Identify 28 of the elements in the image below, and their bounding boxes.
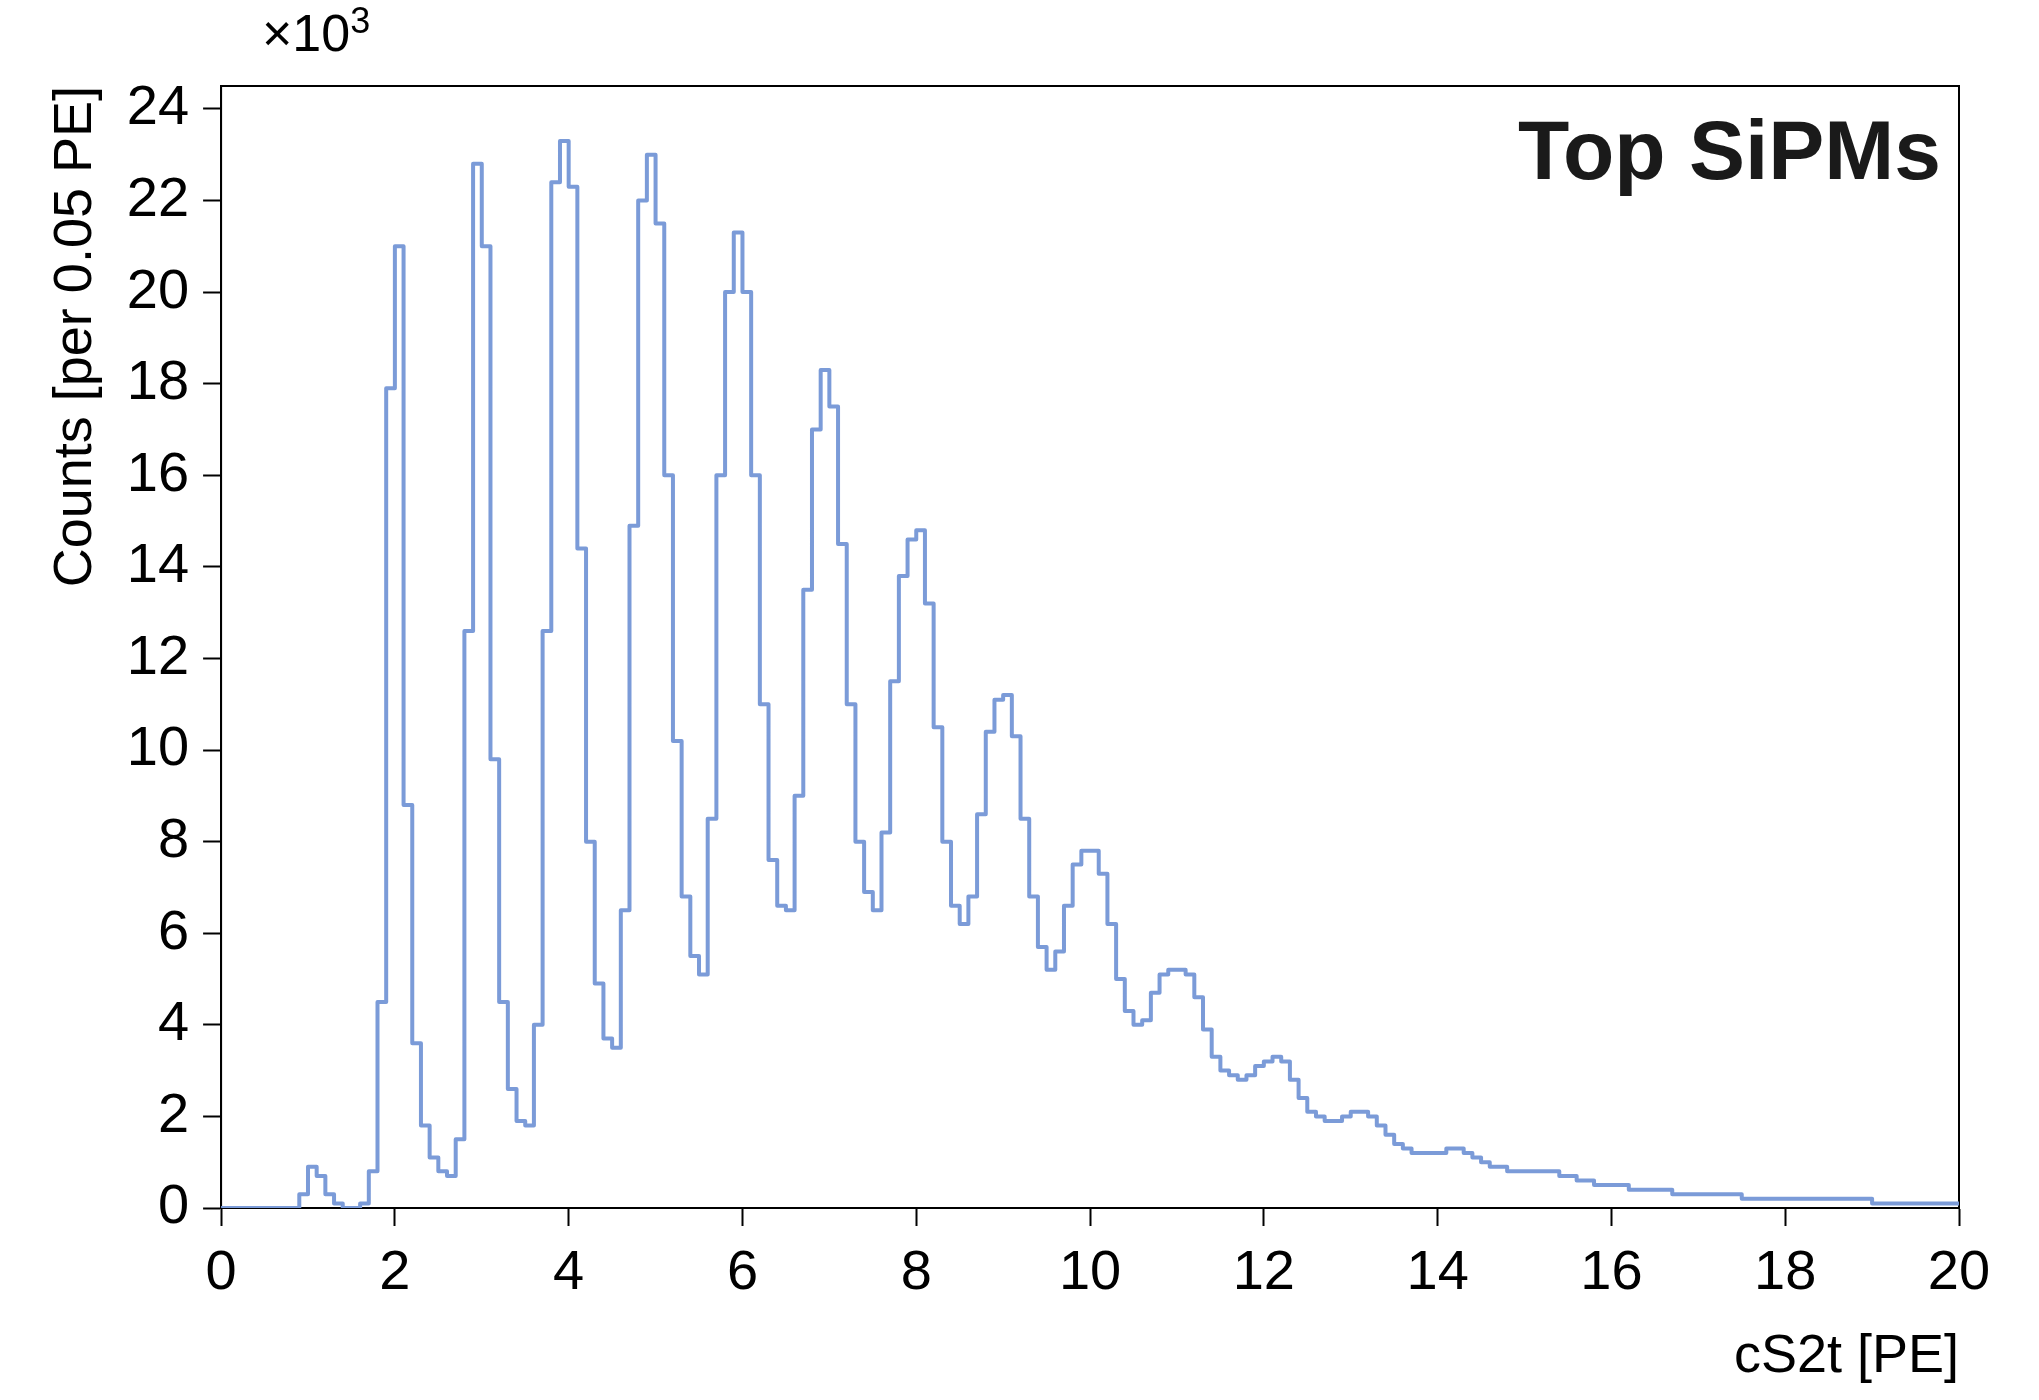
y-axis-title: Counts [per 0.05 PE] bbox=[42, 86, 103, 588]
x-axis-title: cS2t [PE] bbox=[1733, 1323, 1959, 1384]
x-tick-label: 20 bbox=[1927, 1238, 1991, 1302]
x-tick-label: 4 bbox=[553, 1238, 585, 1302]
y-tick-label: 6 bbox=[157, 897, 190, 961]
y-tick-label: 20 bbox=[126, 256, 190, 320]
x-tick-label: 6 bbox=[726, 1238, 759, 1302]
x-tick-label: 10 bbox=[1058, 1238, 1122, 1302]
x-tick-label: 14 bbox=[1406, 1238, 1469, 1302]
text: ×10$^{3}$ bbox=[262, 0, 371, 64]
y-tick-label: 16 bbox=[126, 439, 190, 503]
y-tick-label: 2 bbox=[157, 1080, 190, 1144]
y-tick-label: 10 bbox=[126, 714, 190, 778]
y-tick-label: 14 bbox=[126, 531, 190, 595]
y-tick-label: 24 bbox=[126, 73, 190, 137]
y-tick-label: 8 bbox=[157, 806, 190, 870]
y-tick-label: 22 bbox=[126, 164, 190, 228]
y-tick-label: 0 bbox=[157, 1172, 190, 1236]
chart-title: Top SiPMs bbox=[1517, 103, 1941, 198]
x-tick-label: 16 bbox=[1580, 1238, 1643, 1302]
y-tick-label: 18 bbox=[126, 348, 190, 412]
x-tick-label: 18 bbox=[1754, 1238, 1817, 1302]
y-tick-label: 12 bbox=[126, 622, 190, 686]
x-tick-label: 2 bbox=[379, 1238, 411, 1302]
y-tick-label: 4 bbox=[157, 989, 190, 1053]
x-tick-label: 0 bbox=[205, 1238, 237, 1302]
x-tick-label: 12 bbox=[1232, 1238, 1295, 1302]
x-tick-label: 8 bbox=[900, 1238, 932, 1302]
